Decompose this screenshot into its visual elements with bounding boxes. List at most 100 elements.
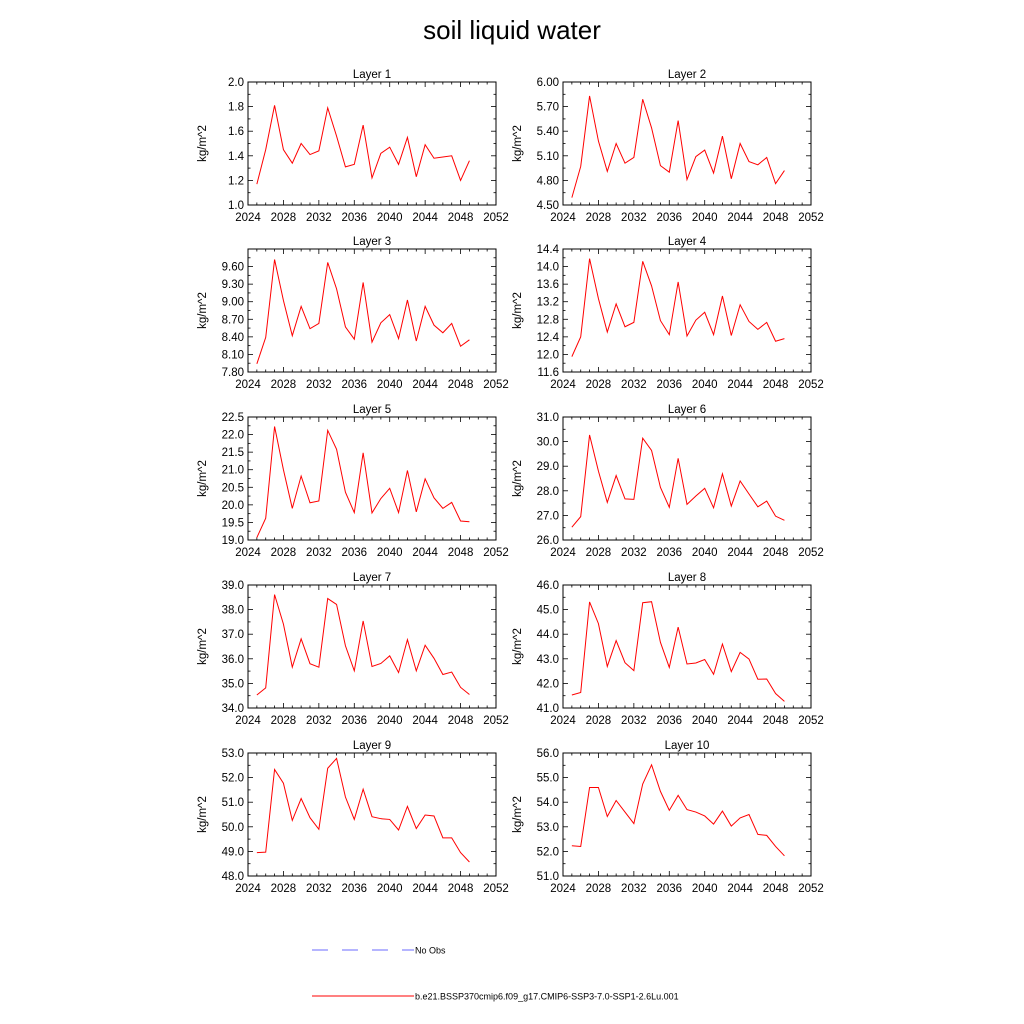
y-tick-label: 41.0 bbox=[537, 703, 559, 715]
y-axis-label: kg/m^2 bbox=[197, 125, 209, 162]
y-tick-label: 12.0 bbox=[537, 349, 559, 361]
x-tick-label: 2040 bbox=[377, 547, 403, 559]
legend-obs-label: No Obs bbox=[415, 946, 446, 956]
panel-title: Layer 3 bbox=[353, 236, 391, 248]
y-tick-label: 13.2 bbox=[537, 297, 559, 309]
x-tick-label: 2044 bbox=[412, 883, 438, 895]
series-line bbox=[571, 601, 785, 702]
x-tick-label: 2044 bbox=[412, 547, 438, 559]
x-tick-label: 2032 bbox=[621, 547, 647, 559]
x-tick-label: 2032 bbox=[306, 715, 332, 727]
plot-frame bbox=[562, 584, 812, 709]
y-tick-label: 8.70 bbox=[222, 314, 244, 326]
y-tick-label: 1.2 bbox=[228, 175, 244, 187]
series-line bbox=[571, 763, 785, 857]
x-tick-label: 2048 bbox=[448, 883, 474, 895]
y-tick-label: 12.4 bbox=[537, 332, 560, 344]
x-tick-label: 2040 bbox=[692, 379, 718, 391]
plot-frame bbox=[562, 752, 812, 877]
panel-layer-9: 2024 2028 2032 2036 2040 2044 2048 2052 48.0 49.0… bbox=[197, 740, 509, 895]
series-line bbox=[571, 434, 785, 528]
x-tick-label: 2052 bbox=[798, 212, 824, 224]
y-axis-label: kg/m^2 bbox=[197, 292, 209, 329]
x-tick-label: 2028 bbox=[586, 715, 612, 727]
series-line bbox=[256, 259, 470, 364]
x-tick-label: 2036 bbox=[656, 715, 682, 727]
x-tick-label: 2028 bbox=[586, 883, 612, 895]
x-tick-label: 2028 bbox=[586, 212, 612, 224]
y-tick-label: 21.0 bbox=[222, 465, 244, 477]
y-tick-label: 12.8 bbox=[537, 314, 559, 326]
panel-title: Layer 5 bbox=[353, 404, 391, 416]
y-axis-label: kg/m^2 bbox=[512, 628, 524, 665]
x-tick-label: 2036 bbox=[656, 212, 682, 224]
y-tick-label: 9.30 bbox=[222, 279, 244, 291]
y-tick-label: 20.0 bbox=[222, 500, 244, 512]
y-tick-label: 8.40 bbox=[222, 332, 244, 344]
series-line bbox=[571, 258, 785, 357]
y-tick-label: 55.0 bbox=[537, 773, 559, 785]
x-tick-label: 2036 bbox=[341, 715, 367, 727]
y-tick-label: 1.8 bbox=[228, 102, 244, 114]
x-tick-label: 2024 bbox=[235, 547, 261, 559]
x-tick-label: 2044 bbox=[727, 212, 753, 224]
y-tick-label: 2.0 bbox=[228, 77, 244, 89]
plot-frame bbox=[247, 584, 497, 709]
x-tick-label: 2048 bbox=[763, 212, 789, 224]
x-tick-label: 2028 bbox=[586, 547, 612, 559]
x-tick-label: 2052 bbox=[798, 883, 824, 895]
legend-model-label: b.e21.BSSP370cmip6.f09_g17.CMIP6-SSP3-7.… bbox=[415, 992, 679, 1002]
figure-title: soil liquid water bbox=[423, 15, 601, 45]
x-tick-label: 2048 bbox=[763, 547, 789, 559]
y-axis-label: kg/m^2 bbox=[197, 460, 209, 497]
x-tick-label: 2036 bbox=[656, 379, 682, 391]
x-tick-label: 2048 bbox=[448, 379, 474, 391]
y-tick-label: 4.50 bbox=[537, 200, 559, 212]
y-axis-label: kg/m^2 bbox=[512, 292, 524, 329]
x-tick-label: 2024 bbox=[550, 547, 576, 559]
y-tick-label: 46.0 bbox=[537, 580, 559, 592]
panel-title: Layer 1 bbox=[353, 69, 391, 81]
x-tick-label: 2048 bbox=[448, 547, 474, 559]
x-tick-label: 2052 bbox=[483, 379, 509, 391]
x-tick-label: 2036 bbox=[341, 379, 367, 391]
x-tick-label: 2044 bbox=[412, 715, 438, 727]
x-tick-label: 2044 bbox=[412, 212, 438, 224]
y-tick-label: 29.0 bbox=[537, 461, 559, 473]
y-tick-label: 28.0 bbox=[537, 486, 559, 498]
x-tick-label: 2024 bbox=[235, 212, 261, 224]
y-tick-label: 20.5 bbox=[222, 482, 244, 494]
y-tick-label: 1.0 bbox=[228, 200, 244, 212]
x-tick-label: 2024 bbox=[550, 883, 576, 895]
y-tick-label: 52.0 bbox=[537, 846, 559, 858]
y-tick-label: 52.0 bbox=[222, 773, 244, 785]
x-tick-label: 2024 bbox=[235, 379, 261, 391]
panel-layer-7: 2024 2028 2032 2036 2040 2044 2048 2052 34.0 35.0… bbox=[197, 572, 509, 727]
x-tick-label: 2028 bbox=[271, 883, 297, 895]
x-tick-label: 2036 bbox=[341, 547, 367, 559]
x-tick-label: 2044 bbox=[727, 883, 753, 895]
y-tick-label: 35.0 bbox=[222, 678, 244, 690]
y-tick-label: 13.6 bbox=[537, 279, 559, 291]
panel-layer-3: 2024 2028 2032 2036 2040 2044 2048 2052 7.80 8.10… bbox=[197, 236, 509, 391]
panel-title: Layer 8 bbox=[668, 572, 706, 584]
series-line bbox=[256, 757, 470, 863]
x-tick-label: 2048 bbox=[448, 212, 474, 224]
x-tick-label: 2032 bbox=[621, 212, 647, 224]
x-tick-label: 2052 bbox=[483, 883, 509, 895]
x-tick-label: 2032 bbox=[621, 883, 647, 895]
x-tick-label: 2044 bbox=[412, 379, 438, 391]
x-tick-label: 2052 bbox=[483, 212, 509, 224]
y-tick-label: 31.0 bbox=[537, 412, 559, 424]
y-tick-label: 56.0 bbox=[537, 748, 559, 760]
y-tick-label: 11.6 bbox=[537, 367, 559, 379]
y-tick-label: 14.0 bbox=[537, 262, 559, 274]
y-tick-label: 37.0 bbox=[222, 629, 244, 641]
x-tick-label: 2024 bbox=[550, 379, 576, 391]
x-tick-label: 2036 bbox=[656, 883, 682, 895]
panel-title: Layer 2 bbox=[668, 69, 706, 81]
x-tick-label: 2024 bbox=[550, 715, 576, 727]
y-tick-label: 54.0 bbox=[537, 797, 559, 809]
y-axis-label: kg/m^2 bbox=[197, 796, 209, 833]
